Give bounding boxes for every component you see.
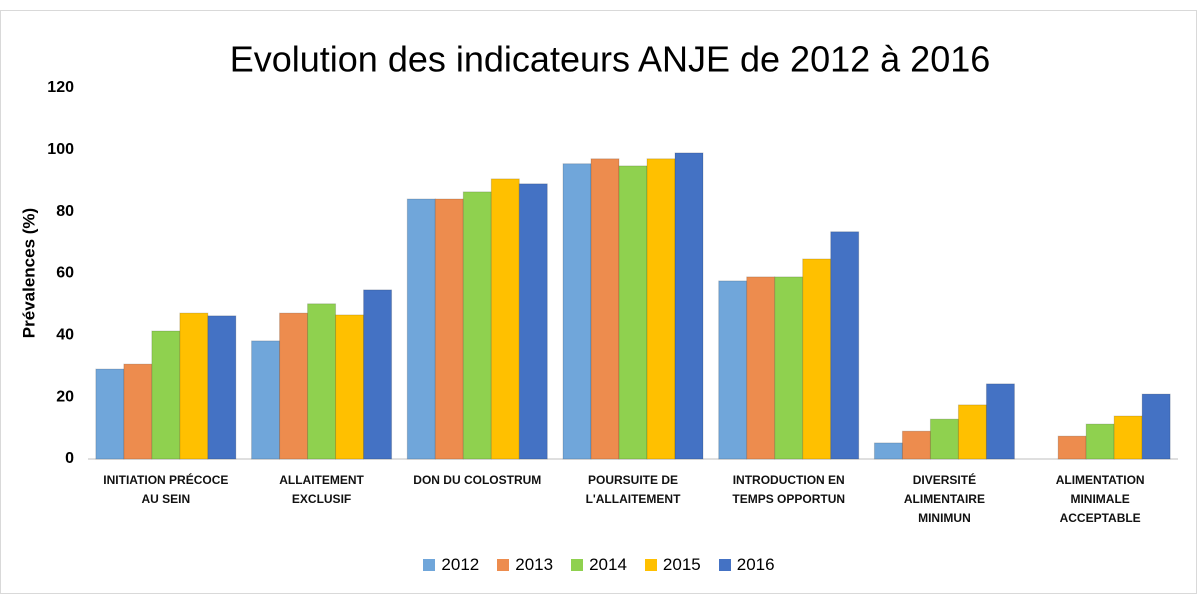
- bar: [307, 303, 337, 460]
- chart-title: Evolution des indicateurs ANJE de 2012 à…: [230, 39, 991, 80]
- bar: [746, 276, 776, 460]
- legend-label: 2014: [589, 555, 627, 574]
- bar: [1141, 393, 1171, 460]
- bar: [207, 315, 237, 460]
- legend-swatch: [644, 559, 657, 571]
- x-tick-label: INTRODUCTION EN TEMPS OPPORTUN: [732, 473, 846, 506]
- bar: [179, 312, 209, 460]
- y-axis-label: Prévalences (%): [19, 208, 38, 338]
- bar: [802, 258, 832, 460]
- y-tick-label: 0: [65, 450, 74, 467]
- bar: [674, 152, 704, 460]
- legend-label: 2012: [441, 555, 480, 574]
- bar: [590, 158, 620, 460]
- bar: [434, 198, 464, 460]
- legend-swatch: [497, 559, 510, 571]
- legend-swatch: [423, 559, 436, 571]
- legend-item: 2014: [571, 555, 627, 575]
- x-tick-label: DIVERSITÉ ALIMENTAIRE MINIMUN: [903, 473, 985, 525]
- bar: [618, 165, 648, 460]
- x-tick-label: DON DU COLOSTRUM: [413, 473, 542, 487]
- legend-swatch: [571, 559, 584, 571]
- bar: [95, 368, 125, 460]
- legend-item: 2012: [423, 555, 479, 575]
- legend-item: 2013: [497, 555, 553, 575]
- legend-item: 2015: [644, 555, 701, 575]
- bar: [462, 191, 492, 460]
- bar: [151, 330, 181, 460]
- y-tick-label: 120: [47, 79, 74, 96]
- bar: [279, 312, 309, 460]
- bar: [490, 178, 520, 460]
- legend-label: 2013: [515, 555, 554, 574]
- y-tick-label: 80: [56, 203, 74, 220]
- y-tick-label: 100: [47, 141, 74, 158]
- bar: [251, 340, 281, 460]
- bar: [335, 314, 365, 460]
- legend-label: 2015: [662, 555, 701, 574]
- bar: [363, 289, 393, 460]
- bar: [1057, 435, 1087, 460]
- bar: [406, 198, 436, 460]
- bar: [901, 430, 931, 460]
- bar: [646, 158, 676, 460]
- legend-item: 2016: [718, 555, 775, 575]
- y-tick-label: 60: [56, 265, 74, 282]
- bar: [929, 418, 959, 460]
- x-tick-label: POURSUITE DE L'ALLAITEMENT: [585, 473, 681, 506]
- x-tick-label: ALLAITEMENT EXCLUSIF: [279, 473, 364, 506]
- x-tick-label: ALIMENTATION MINIMALE ACCEPTABLE: [1055, 473, 1145, 525]
- bar: [873, 442, 903, 460]
- legend: 2012 2013 2014 2015 2016: [0, 555, 1198, 575]
- y-tick-label: 20: [56, 388, 74, 405]
- bar: [562, 163, 592, 460]
- bar: [1085, 423, 1115, 460]
- bar: [957, 404, 987, 460]
- bar: [518, 183, 548, 460]
- bar: [830, 231, 860, 460]
- bar: [718, 280, 748, 460]
- y-tick-label: 40: [56, 327, 74, 344]
- bar: [1113, 415, 1143, 460]
- legend-label: 2016: [736, 555, 775, 574]
- x-tick-label: INITIATION PRÉCOCE AU SEIN: [103, 473, 229, 506]
- bar: [774, 276, 804, 460]
- bar: [985, 383, 1015, 460]
- legend-swatch: [718, 559, 731, 571]
- bar: [123, 363, 153, 460]
- chart-border: [0, 10, 1197, 594]
